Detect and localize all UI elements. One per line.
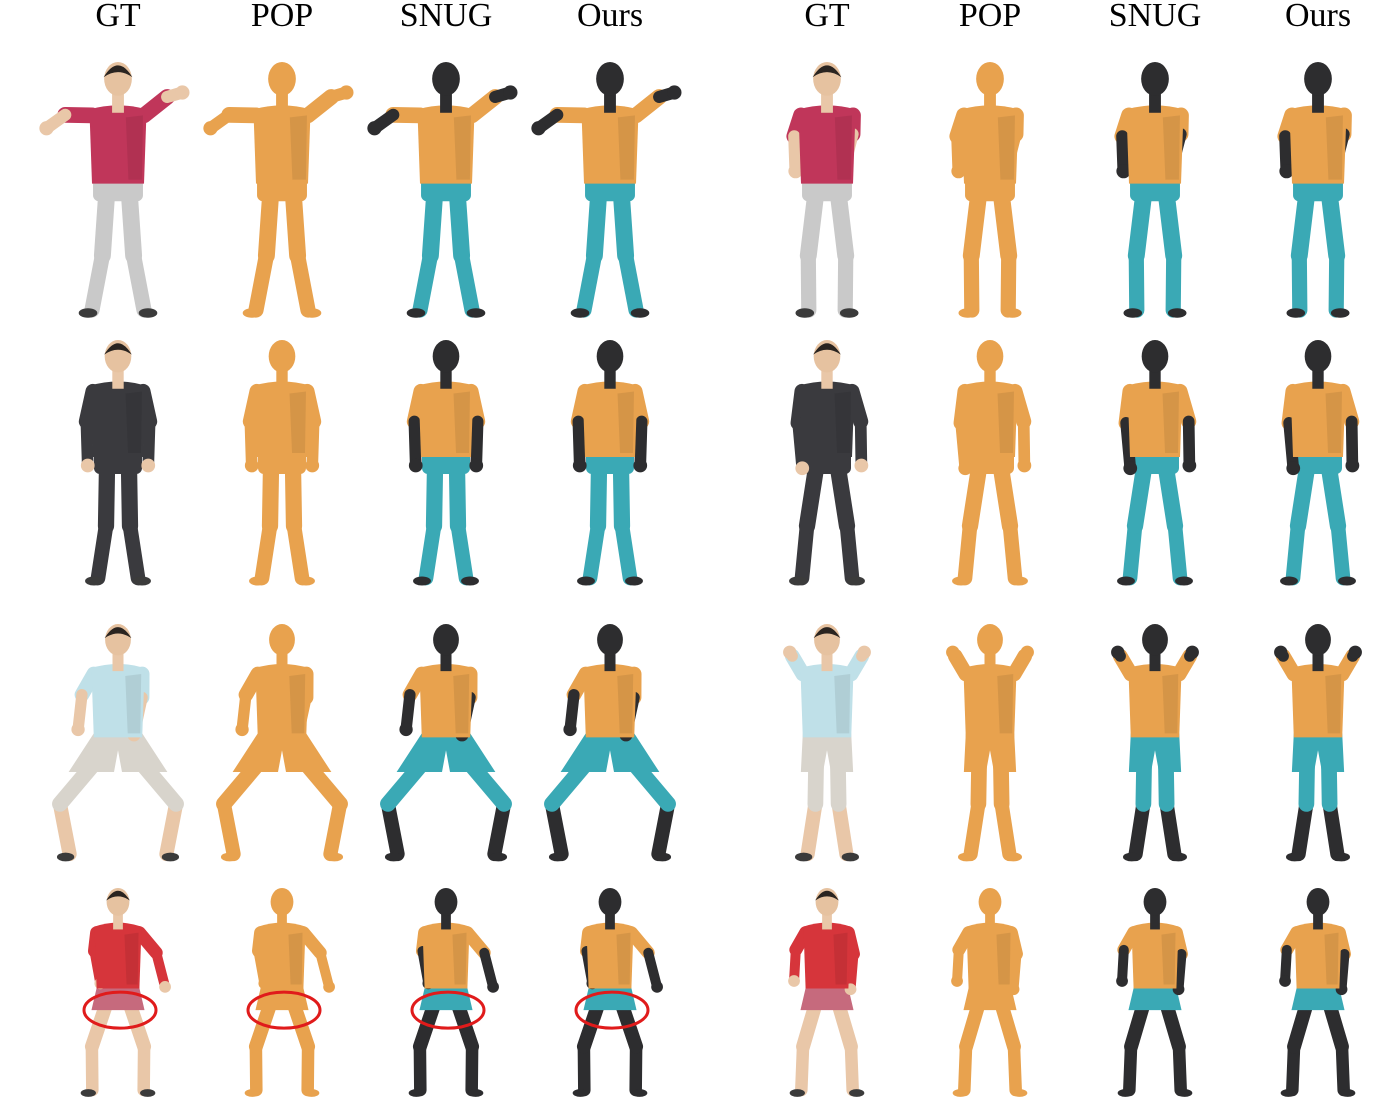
figure-left-row4-ours: [572, 888, 663, 1097]
figure-right-row3-ours: [1274, 624, 1362, 862]
header-ours-left: Ours: [576, 0, 644, 34]
figure-right-row4-ours: [1279, 888, 1356, 1097]
figure-right-row3-gt: [783, 624, 871, 862]
highlight-circle-ours: [574, 990, 650, 1030]
header-gt-left: GT: [95, 0, 141, 34]
figure-left-row2-pop: [242, 340, 322, 586]
figure-left-row1-gt: [39, 62, 190, 318]
header-pop-right: POP: [958, 0, 1022, 34]
figure-left-row2-ours: [570, 340, 650, 586]
figure-right-row2-gt: [789, 340, 869, 586]
highlight-circle-gt: [82, 990, 158, 1030]
figure-right-row2-snug: [1117, 340, 1197, 586]
figure-right-row3-snug: [1111, 624, 1199, 862]
figure-left-row2-gt: [78, 340, 158, 586]
figure-right-row4-gt: [788, 888, 865, 1097]
figure-left-row1-pop: [203, 62, 354, 318]
figure-right-row2-ours: [1280, 340, 1360, 586]
figure-left-row3-ours: [544, 624, 676, 862]
figure-right-row2-pop: [952, 340, 1032, 586]
figure-left-row1-ours: [531, 62, 682, 318]
figure-right-row1-ours: [1277, 62, 1352, 318]
figure-left-row4-pop: [244, 888, 335, 1097]
figure-right-row1-gt: [786, 62, 861, 318]
figure-left-row1-snug: [367, 62, 518, 318]
column-header-bar: GT POP SNUG Ours GT POP SNUG Ours: [0, 0, 1400, 40]
figure-left-row3-pop: [216, 624, 348, 862]
header-gt-right: GT: [804, 0, 850, 34]
header-snug-left: SNUG: [399, 0, 493, 34]
header-ours-right: Ours: [1284, 0, 1352, 34]
figure-right-row3-pop: [946, 624, 1034, 862]
figure-left-row4-snug: [408, 888, 499, 1097]
figure-left-row4-gt: [80, 888, 171, 1097]
figure-left-row3-snug: [380, 624, 512, 862]
figure-right-row1-snug: [1114, 62, 1189, 318]
figure-right-row4-snug: [1116, 888, 1193, 1097]
figure-left-row2-snug: [406, 340, 486, 586]
figure-right-row4-pop: [951, 888, 1028, 1097]
highlight-circle-snug: [410, 990, 486, 1030]
figure-right-row1-pop: [949, 62, 1024, 318]
highlight-circle-pop: [246, 990, 322, 1030]
header-snug-right: SNUG: [1108, 0, 1202, 34]
header-pop-left: POP: [250, 0, 314, 34]
figure-left-row3-gt: [52, 624, 184, 862]
